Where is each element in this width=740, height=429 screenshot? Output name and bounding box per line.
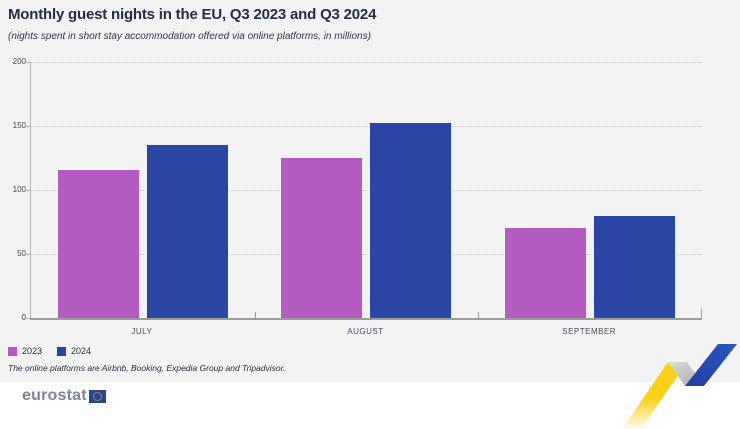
x-axis-line <box>30 318 702 320</box>
x-axis-end-tick <box>701 309 702 318</box>
legend-label-2023: 2023 <box>22 346 43 356</box>
bar-group-july <box>31 62 255 318</box>
legend-label-2024: 2024 <box>71 346 92 356</box>
gridline <box>31 190 702 191</box>
x-axis-tick <box>478 312 480 318</box>
x-axis-label-july: JULY <box>131 327 153 336</box>
y-axis-tick <box>26 126 30 127</box>
bar-2023-august <box>281 158 363 318</box>
x-axis-label-september: SEPTEMBER <box>562 327 617 336</box>
bar-2024-september <box>594 215 676 318</box>
chart-subtitle: (nights spent in short stay accommodatio… <box>8 31 371 42</box>
bar-2024-august <box>370 123 452 318</box>
bar-2024-july <box>146 145 228 318</box>
y-axis-tick-label: 200 <box>12 57 26 66</box>
eu-flag-icon <box>88 389 106 403</box>
chart-title: Monthly guest nights in the EU, Q3 2023 … <box>8 6 377 23</box>
y-axis-tick <box>26 62 30 63</box>
zigzag-ribbon-icon <box>622 344 737 429</box>
legend-item-2024: 2024 <box>57 346 91 356</box>
eu-flag-stars <box>92 391 102 401</box>
y-axis-tick-label: 0 <box>21 313 26 322</box>
bar-2023-september <box>505 228 587 318</box>
footnote: The online platforms are Airbnb, Booking… <box>8 363 286 373</box>
x-axis-tick <box>254 312 256 318</box>
plot-area <box>30 62 702 318</box>
legend-item-2023: 2023 <box>8 346 42 356</box>
legend-swatch-2024 <box>57 346 67 356</box>
y-axis-tick-label: 50 <box>17 249 26 258</box>
y-axis-tick <box>26 318 30 319</box>
gridline <box>31 62 702 63</box>
eurostat-logo-text: eurostat <box>22 387 87 404</box>
eurostat-logo: eurostat <box>22 387 106 405</box>
bar-2023-july <box>57 169 139 318</box>
legend: 2023 2024 <box>8 346 91 356</box>
legend-swatch-2023 <box>8 346 17 356</box>
y-axis-tick-label: 150 <box>12 121 26 130</box>
gridline <box>31 254 702 255</box>
y-axis-tick <box>26 254 30 255</box>
y-axis-tick-label: 100 <box>12 185 26 194</box>
gridline <box>31 126 702 127</box>
y-axis-tick <box>26 190 30 191</box>
bar-group-september <box>478 62 702 318</box>
bar-group-august <box>255 62 479 318</box>
x-axis-label-august: AUGUST <box>347 327 384 336</box>
